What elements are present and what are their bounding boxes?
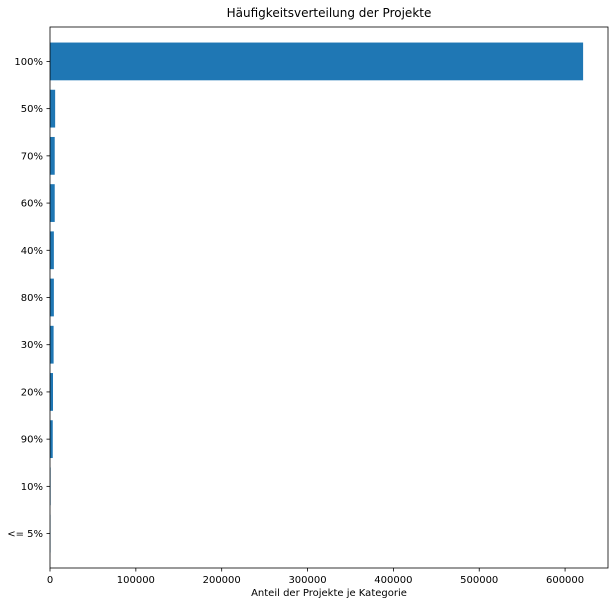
bar [50,420,53,459]
y-tick-label: 40% [21,246,43,257]
bars-layer [50,42,584,553]
x-tick-label: 500000 [460,575,498,586]
x-tick-label: 300000 [288,575,326,586]
bar [50,136,55,175]
bar [50,42,584,81]
y-tick-label: 10% [21,482,43,493]
bar [50,231,54,270]
y-tick-label: 90% [21,435,43,446]
y-tick-label: 70% [21,151,43,162]
bar [50,89,56,128]
y-tick-label: 20% [21,387,43,398]
bar [50,184,55,222]
axes-layer [49,26,609,569]
x-axis-label: Anteil der Projekte je Kategorie [251,588,407,599]
y-ticks-layer: 100% 50% 70% 60% 40% 80% 30% 20% 90% 10% <= 5% [7,57,50,540]
plot-frame [49,26,609,569]
x-ticks-layer: 0 100000 200000 300000 400000 500000 600000 [47,568,584,586]
bar [50,325,54,364]
bar [50,278,54,317]
x-tick-label: 200000 [203,575,241,586]
y-tick-label: 50% [21,104,43,115]
bar [50,373,54,411]
x-tick-label: 400000 [374,575,412,586]
y-tick-label: 30% [21,340,43,351]
x-tick-label: 0 [47,575,53,586]
chart-title: Häufigkeitsverteilung der Projekte [227,6,432,20]
x-tick-label: 100000 [117,575,155,586]
x-tick-label: 600000 [546,575,584,586]
y-tick-label: 60% [21,199,43,210]
y-tick-label: 80% [21,293,43,304]
y-tick-label: <= 5% [7,529,43,540]
y-tick-label: 100% [14,57,43,68]
